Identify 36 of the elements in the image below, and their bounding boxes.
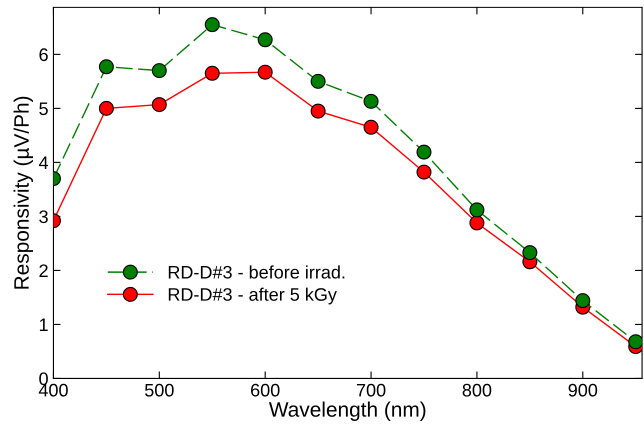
point [364, 94, 379, 109]
x-tick-label: 800 [462, 384, 492, 397]
y-tick-label: 4 [38, 156, 48, 169]
y-tick-label: 0 [39, 372, 48, 386]
point [258, 32, 273, 48]
point [522, 245, 538, 260]
point [98, 59, 114, 74]
legend-label: RD-D#3 - after 5 kGy [168, 288, 337, 304]
point [204, 66, 220, 81]
y-tick-label: 1 [40, 318, 48, 331]
y-tick-label: 2 [39, 264, 48, 277]
point [310, 104, 326, 119]
x-tick-label: 500 [144, 384, 174, 397]
point [258, 64, 273, 80]
x-tick-label: 900 [568, 384, 598, 397]
point [628, 334, 642, 350]
point [152, 63, 167, 78]
point [416, 144, 432, 160]
point [364, 120, 379, 135]
x-tick-label: 400 [38, 384, 68, 397]
point [416, 164, 432, 180]
x-tick-label: 700 [356, 384, 386, 397]
y-tick-label: 5 [39, 102, 48, 116]
point [152, 97, 167, 112]
y-tick-label: 6 [39, 48, 48, 62]
point [469, 215, 484, 230]
point [204, 17, 220, 32]
x-tick-label: 600 [251, 384, 280, 397]
y-tick-label: 3 [39, 210, 48, 224]
point [98, 100, 114, 116]
point [469, 202, 484, 218]
y-axis-title: Responsivity (µV/Ph) [14, 96, 33, 289]
legend-label: RD-D#3 - before irrad. [168, 265, 344, 279]
x-axis-title: Wavelength (nm) [268, 402, 426, 421]
point [575, 293, 590, 308]
point [310, 74, 326, 89]
